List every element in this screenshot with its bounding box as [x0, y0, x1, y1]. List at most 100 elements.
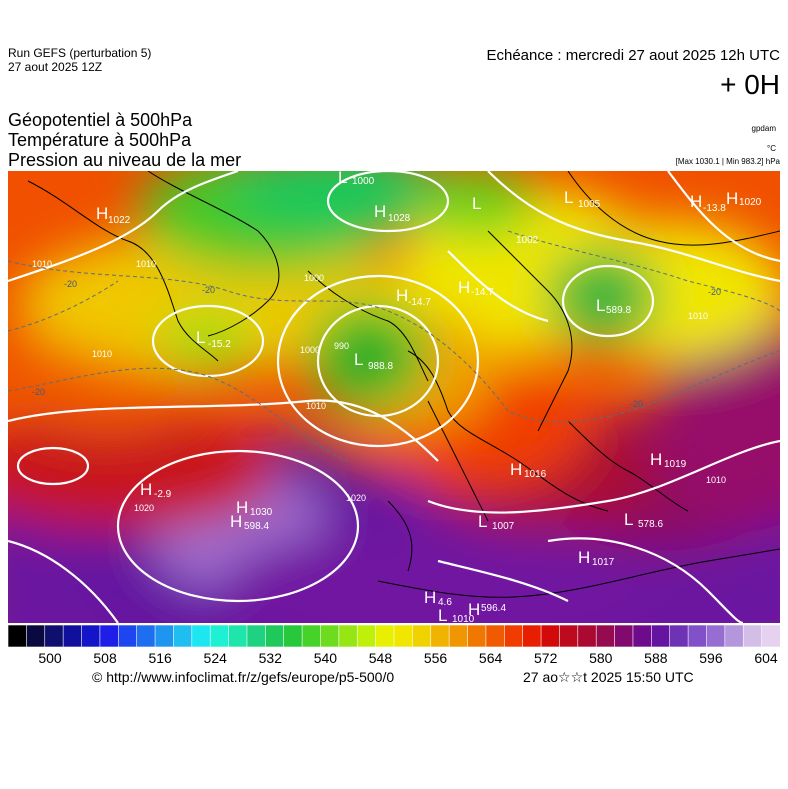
- colorbar-swatch: [503, 625, 524, 647]
- colorbar-swatch: [761, 625, 780, 647]
- colorbar-tick-label: 588: [644, 650, 668, 666]
- svg-text:L: L: [196, 328, 205, 347]
- svg-text:1028: 1028: [388, 213, 411, 224]
- pressure-centre: L 1010: [438, 606, 475, 623]
- colorbar-swatch: [191, 625, 211, 647]
- svg-text:990: 990: [334, 341, 349, 351]
- colorbar-tick-label: 572: [534, 650, 558, 666]
- colorbar-swatch: [26, 625, 46, 647]
- svg-text:H: H: [650, 450, 662, 469]
- svg-text:L: L: [596, 296, 605, 315]
- svg-text:1017: 1017: [592, 557, 615, 568]
- svg-text:1020: 1020: [739, 197, 762, 208]
- colorbar-swatch: [99, 625, 120, 647]
- coastlines: [27, 171, 780, 598]
- colorbar-swatch: [742, 625, 763, 647]
- colorbar-swatch: [651, 625, 671, 647]
- colorbar-swatch: [173, 625, 193, 647]
- svg-text:1010: 1010: [452, 614, 475, 623]
- svg-text:1000: 1000: [304, 273, 324, 283]
- svg-text:1019: 1019: [664, 459, 687, 470]
- colorbar-swatch: [595, 625, 616, 647]
- colorbar-swatch: [724, 625, 745, 647]
- isobar-values: 1010 1000 990 1010 1020 1020 1010 1010 1…: [32, 259, 726, 513]
- svg-text:L: L: [338, 171, 347, 187]
- colorbar-swatch: [393, 625, 414, 647]
- colorbar-swatch: [136, 625, 156, 647]
- svg-text:L: L: [564, 188, 573, 207]
- svg-text:1005: 1005: [578, 199, 601, 210]
- generated-timestamp: 27 ao☆☆t 2025 15:50 UTC: [523, 669, 694, 685]
- svg-text:H: H: [396, 286, 408, 305]
- title-line-1: Géopotentiel à 500hPa: [8, 110, 193, 130]
- pressure-centre: H 1028: [374, 202, 411, 224]
- pressure-centre: L 1007: [478, 512, 515, 532]
- colorbar-tick-label: 556: [423, 650, 448, 666]
- colorbar-swatch: [485, 625, 506, 647]
- pressure-centre: H -14.7: [458, 278, 494, 298]
- svg-text:L: L: [478, 512, 487, 531]
- svg-text:1010: 1010: [306, 401, 326, 411]
- svg-text:1010: 1010: [706, 475, 726, 485]
- svg-text:L: L: [624, 510, 633, 529]
- colorbar-swatch: [154, 625, 175, 647]
- colorbar-swatch: [283, 625, 303, 647]
- svg-text:1016: 1016: [524, 469, 547, 480]
- colorbar-swatch: [209, 625, 230, 647]
- svg-text:-14.7: -14.7: [408, 297, 431, 308]
- colorbar-tick-label: 524: [203, 650, 227, 666]
- run-date: 27 aout 2025 12Z: [8, 60, 103, 74]
- title-line-2: Température à 500hPa: [8, 130, 192, 150]
- svg-text:H: H: [96, 204, 108, 223]
- colorbar-tick-label: 580: [589, 650, 613, 666]
- colorbar-tick-label: 604: [754, 650, 778, 666]
- pressure-centre: L 988.8: [354, 350, 393, 372]
- colorbar-swatch: [8, 625, 28, 647]
- svg-text:1000: 1000: [352, 176, 375, 187]
- colorbar-tick-label: 548: [368, 650, 393, 666]
- svg-text:-20: -20: [202, 285, 215, 295]
- pressure-centre: H 598.4: [230, 512, 269, 532]
- svg-text:596.4: 596.4: [481, 603, 506, 614]
- colorbar-tick-label: 532: [258, 650, 282, 666]
- colorbar-swatch: [44, 625, 64, 647]
- colorbar-swatch: [320, 625, 340, 647]
- pressure-centre: H -13.8: [690, 192, 726, 214]
- svg-text:H: H: [458, 278, 470, 297]
- svg-text:-20: -20: [630, 399, 643, 409]
- colorbar-swatch: [81, 625, 101, 647]
- pressure-centre: H 1017: [578, 548, 615, 568]
- svg-text:H: H: [510, 460, 522, 479]
- pressure-centre: H 1016: [510, 460, 547, 480]
- svg-text:-2.9: -2.9: [154, 489, 172, 500]
- colorbar-swatch: [117, 625, 138, 647]
- svg-text:-14.7: -14.7: [471, 287, 494, 298]
- pressure-centre: H -14.7: [396, 286, 431, 308]
- colorbar-swatch: [228, 625, 248, 647]
- svg-text:1030: 1030: [250, 507, 273, 518]
- colorbar-swatch: [356, 625, 377, 647]
- isotherm-values: -20 -20 -20 -20 -20: [32, 279, 721, 409]
- isobars: [8, 171, 780, 623]
- svg-text:-20: -20: [32, 387, 45, 397]
- source-url[interactable]: © http://www.infoclimat.fr/z/gefs/europe…: [92, 669, 395, 685]
- pressure-centre: H 596.4: [468, 600, 506, 619]
- colorbar-tick-label: 508: [93, 650, 117, 666]
- svg-text:-20: -20: [708, 287, 721, 297]
- pressure-centre: L 1005: [564, 188, 601, 210]
- svg-text:1010: 1010: [92, 349, 112, 359]
- svg-text:1000: 1000: [300, 345, 320, 355]
- colorbar-swatch: [246, 625, 267, 647]
- colorbar-tick-label: 500: [38, 650, 62, 666]
- colorbar-swatch: [338, 625, 359, 647]
- svg-text:1020: 1020: [346, 493, 366, 503]
- svg-text:1020: 1020: [134, 503, 154, 513]
- colorbar-swatch: [522, 625, 542, 647]
- svg-text:L: L: [354, 350, 363, 369]
- svg-text:598.4: 598.4: [244, 521, 269, 532]
- unit-gpdam: gpdam: [751, 124, 776, 133]
- colorbar-swatch: [412, 625, 432, 647]
- svg-text:H: H: [140, 480, 152, 499]
- svg-text:1010: 1010: [32, 259, 52, 269]
- svg-text:578.6: 578.6: [638, 519, 663, 530]
